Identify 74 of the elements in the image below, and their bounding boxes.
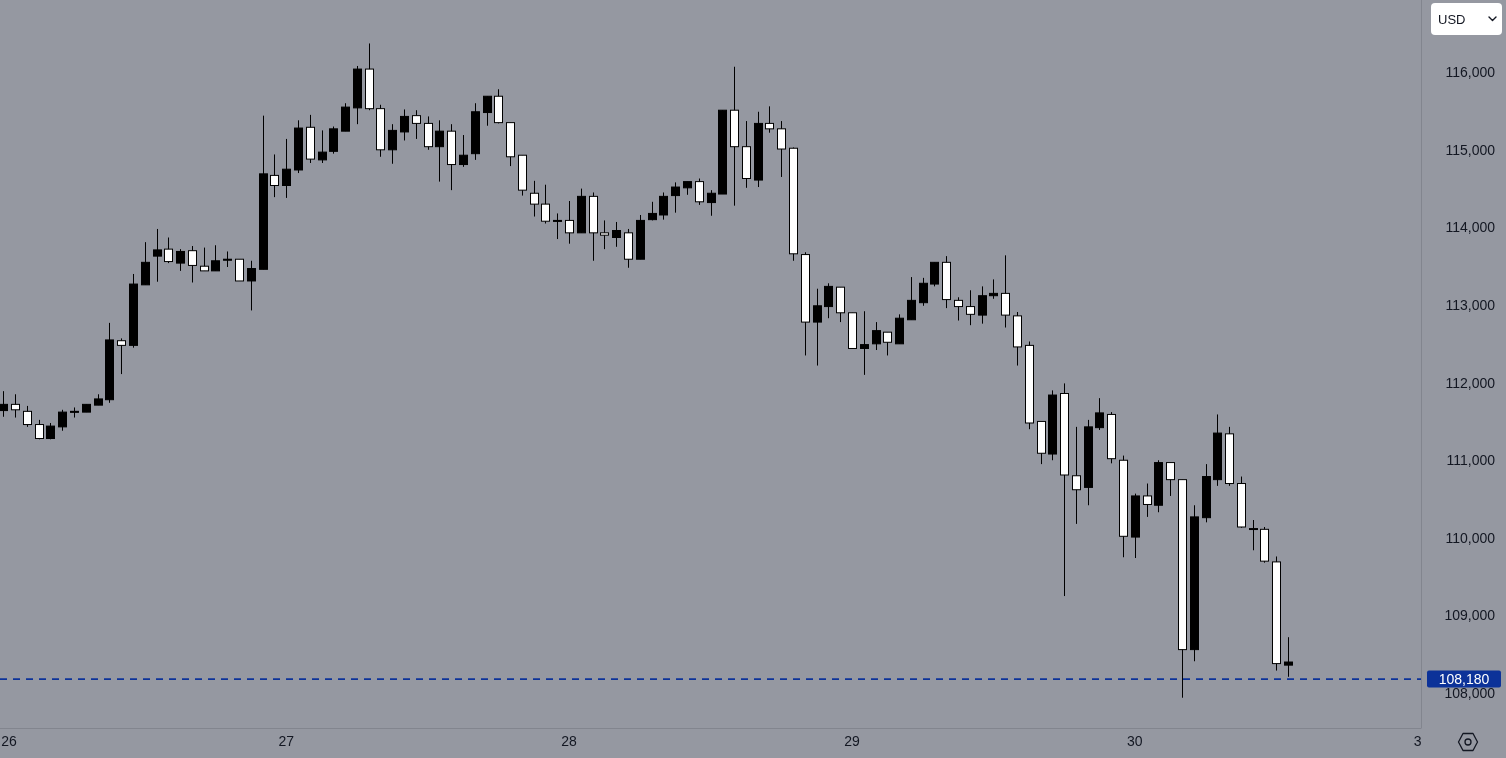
candlestick bbox=[282, 138, 291, 199]
y-tick-label: 114,000 bbox=[1445, 219, 1496, 236]
candlestick bbox=[907, 276, 916, 321]
candlestick bbox=[565, 200, 574, 245]
candlestick bbox=[70, 406, 79, 419]
candlestick bbox=[600, 219, 609, 250]
candlestick bbox=[1072, 426, 1081, 525]
candlestick bbox=[200, 247, 209, 272]
x-tick-label: 29 bbox=[844, 733, 860, 749]
text: USD bbox=[1438, 11, 1466, 27]
candlestick bbox=[412, 109, 421, 140]
y-tick-label: 115,000 bbox=[1445, 141, 1496, 158]
x-tick-label: 27 bbox=[278, 733, 295, 749]
x-tick-label: 28 bbox=[561, 733, 578, 749]
candlestick bbox=[813, 288, 822, 367]
candlestick bbox=[1166, 462, 1175, 497]
candlestick bbox=[1143, 483, 1152, 518]
candlestick bbox=[153, 228, 162, 283]
candlestick bbox=[612, 221, 621, 248]
candlestick bbox=[188, 245, 197, 284]
y-tick-label: 112,000 bbox=[1445, 374, 1496, 391]
candlestick bbox=[388, 123, 397, 165]
candlestick bbox=[1284, 636, 1293, 678]
candlestick bbox=[989, 278, 998, 300]
candlestick bbox=[424, 115, 433, 151]
candlestick bbox=[247, 260, 256, 311]
candlestick bbox=[919, 277, 928, 307]
candlestick bbox=[930, 261, 939, 287]
candlestick bbox=[765, 105, 774, 134]
candlestick bbox=[872, 321, 881, 351]
candlestick bbox=[824, 282, 833, 319]
candlestick bbox=[235, 258, 244, 282]
candlestick bbox=[11, 393, 20, 419]
candlestick bbox=[0, 390, 8, 418]
y-tick-label: 108,000 bbox=[1444, 685, 1496, 702]
y-tick-label: 111,000 bbox=[1446, 452, 1496, 469]
candlestick bbox=[966, 289, 975, 326]
candlestick bbox=[541, 184, 550, 225]
candlestick bbox=[164, 236, 173, 264]
candlestick bbox=[553, 212, 562, 240]
candlestick bbox=[58, 409, 67, 432]
candlestick bbox=[695, 178, 704, 206]
x-tick-label: 26 bbox=[1, 733, 17, 749]
candlestick bbox=[23, 405, 32, 428]
x-tick-label: 3 bbox=[1413, 733, 1422, 749]
y-tick-label: 116,000 bbox=[1445, 64, 1496, 81]
candlestick bbox=[141, 241, 150, 286]
candlestick bbox=[1001, 254, 1010, 329]
ref-line-label: 108,180 bbox=[1438, 671, 1490, 688]
candlestick bbox=[860, 310, 869, 376]
x-tick-label: 30 bbox=[1127, 733, 1143, 749]
candlestick bbox=[176, 248, 185, 272]
y-tick-label: 110,000 bbox=[1445, 529, 1496, 546]
candlestick bbox=[707, 189, 716, 217]
candlestick bbox=[211, 244, 220, 272]
candlestick bbox=[1249, 519, 1258, 551]
candlestick bbox=[978, 285, 987, 325]
candlestick bbox=[483, 95, 492, 127]
candlestick bbox=[435, 119, 444, 183]
candlestick bbox=[530, 180, 539, 218]
candlestick bbox=[671, 181, 680, 214]
candlestick bbox=[659, 191, 668, 221]
y-tick-label: 113,000 bbox=[1445, 297, 1496, 314]
candlestick bbox=[1095, 397, 1104, 431]
candlestick bbox=[318, 129, 327, 164]
candlestick bbox=[954, 296, 963, 322]
candlestick bbox=[270, 153, 279, 198]
y-tick-label: 109,000 bbox=[1444, 607, 1496, 624]
candlestick bbox=[400, 108, 409, 141]
candlestick bbox=[459, 134, 468, 168]
candlestick bbox=[329, 126, 338, 155]
candlestick bbox=[777, 120, 786, 178]
candlestick bbox=[117, 337, 126, 375]
candlestick bbox=[883, 331, 892, 356]
